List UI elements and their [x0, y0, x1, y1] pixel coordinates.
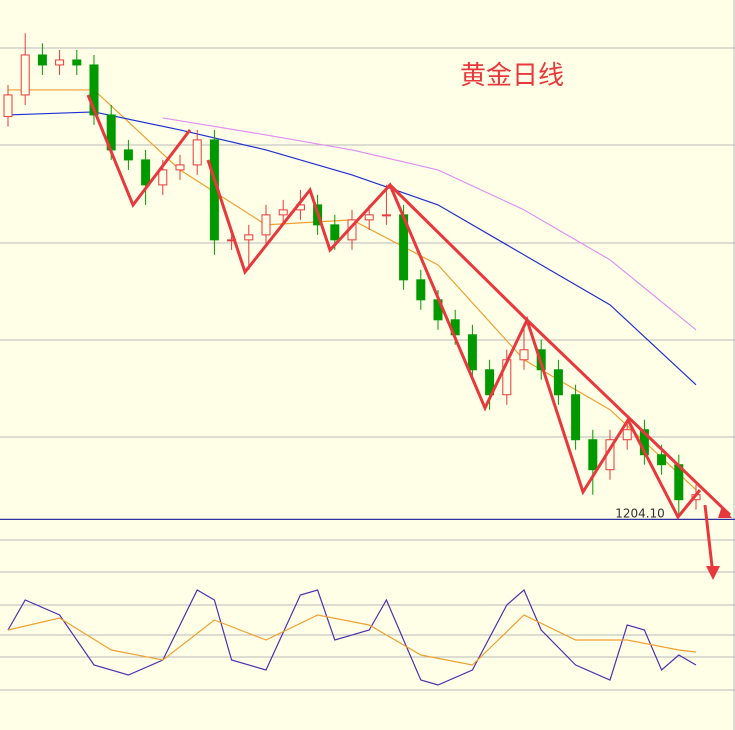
candle-body — [588, 439, 598, 471]
candle-body — [72, 59, 82, 66]
chart-title: 黄金日线 — [460, 61, 564, 91]
candle-body — [55, 59, 65, 66]
candle-body — [123, 149, 133, 161]
candle-body — [3, 94, 13, 118]
candle-body — [657, 454, 667, 466]
candle-body — [278, 209, 288, 216]
oscillator-line — [7, 589, 697, 686]
candle-body — [37, 54, 47, 66]
arrow — [388, 183, 732, 517]
candle-body — [381, 214, 391, 217]
candle-body — [364, 214, 374, 221]
arrow — [703, 504, 715, 576]
candle-body — [244, 234, 254, 241]
candle-body — [89, 64, 99, 116]
price-label: 1204.10 — [615, 506, 665, 520]
candle-body — [622, 429, 632, 441]
arrow — [86, 94, 192, 208]
candle-body — [553, 369, 563, 396]
moving-average — [7, 111, 697, 386]
candle-body — [261, 214, 271, 236]
candle-body — [192, 139, 202, 166]
candle-body — [141, 159, 151, 186]
candle-body — [416, 279, 426, 301]
arrow — [206, 159, 702, 520]
trend-arrows — [86, 94, 732, 580]
candle-body — [175, 164, 185, 171]
arrow-head — [706, 566, 720, 580]
candle-body — [571, 394, 581, 441]
arrow-head — [718, 506, 732, 518]
candle-body — [20, 54, 30, 96]
candle-body — [519, 349, 529, 361]
oscillator-line — [7, 614, 697, 666]
candle-body — [485, 369, 495, 396]
candle-body — [158, 169, 168, 186]
moving-average — [162, 117, 697, 331]
candle-body — [330, 224, 340, 241]
candle-body — [467, 334, 477, 371]
